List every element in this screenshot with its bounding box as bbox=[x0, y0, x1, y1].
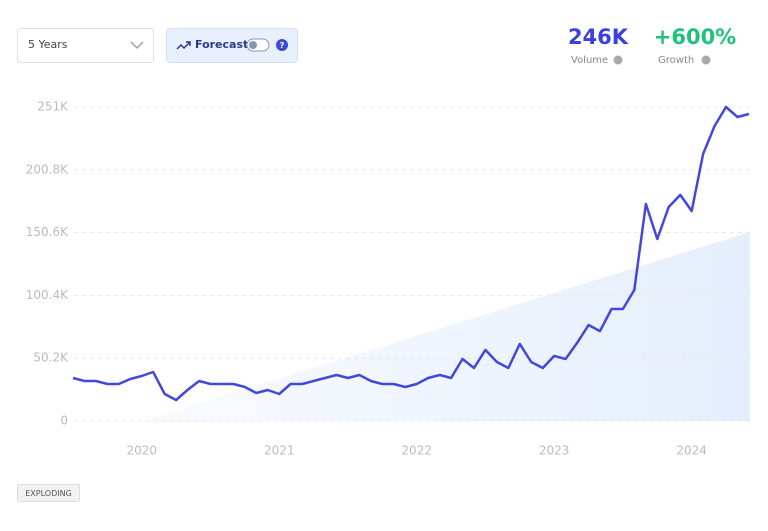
info-icon[interactable] bbox=[613, 55, 623, 65]
x-tick-label: 2022 bbox=[401, 444, 432, 458]
forecast-toggle[interactable]: Forecast ? bbox=[166, 28, 298, 63]
plot: 0 50.2K 100.4K 150.6K 200.8K 251K 2020 2021 2022… bbox=[26, 100, 752, 458]
forecast-label: Forecast bbox=[195, 38, 248, 51]
y-tick-label: 150.6K bbox=[26, 225, 69, 239]
x-tick-label: 2020 bbox=[126, 444, 157, 458]
status-badge: EXPLODING bbox=[17, 484, 80, 502]
forecast-box[interactable] bbox=[166, 28, 298, 63]
chevron bbox=[130, 41, 144, 49]
stat-label: Volume bbox=[571, 55, 608, 66]
y-tick-label: 251K bbox=[37, 100, 69, 114]
y-tick-label: 50.2K bbox=[33, 351, 69, 365]
forecast-area bbox=[143, 232, 750, 421]
badge-box bbox=[17, 484, 80, 502]
y-tick-label: 200.8K bbox=[26, 162, 69, 176]
x-tick-label: 2021 bbox=[264, 444, 295, 458]
y-tick-label: 0 bbox=[60, 414, 68, 428]
y-tick-label: 100.4K bbox=[26, 288, 69, 302]
stat-value: 246K bbox=[568, 25, 629, 49]
range-dropdown[interactable]: 5 Years bbox=[17, 28, 154, 63]
x-tick-label: 2024 bbox=[676, 444, 707, 458]
trend-icon bbox=[176, 41, 191, 50]
dropdown-box[interactable] bbox=[17, 28, 154, 63]
stat-label: Growth bbox=[658, 55, 694, 66]
help-mark: ? bbox=[280, 41, 285, 50]
switch-knob bbox=[249, 41, 257, 49]
x-tick-label: 2023 bbox=[539, 444, 570, 458]
stats: 246K Volume +600% Growth bbox=[568, 25, 736, 66]
info-icon[interactable] bbox=[701, 55, 711, 65]
stat-value: +600% bbox=[654, 25, 736, 49]
help-icon[interactable] bbox=[276, 39, 288, 51]
dropdown-label: 5 Years bbox=[28, 38, 68, 51]
trend-line bbox=[72, 105, 750, 402]
badge-label: EXPLODING bbox=[25, 489, 72, 498]
